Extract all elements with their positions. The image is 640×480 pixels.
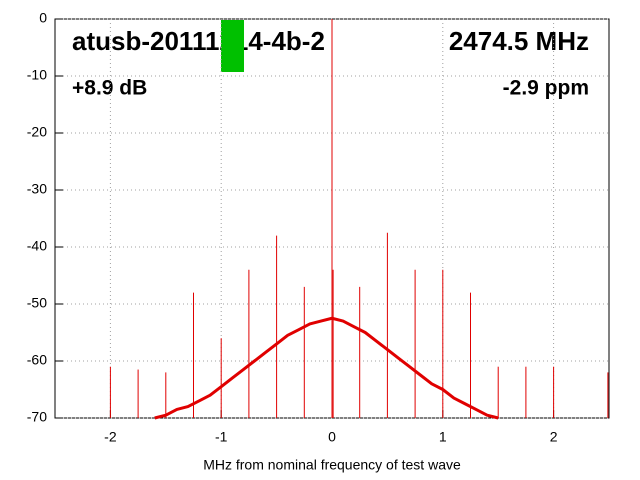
y-tick-label: -70	[27, 409, 47, 425]
marker-box	[221, 20, 244, 72]
y-tick-label: -50	[27, 295, 47, 311]
y-tick-label: 0	[39, 10, 47, 26]
gain-label: +8.9 dB	[72, 77, 147, 100]
x-tick-label: 1	[439, 429, 447, 445]
y-tick-label: -30	[27, 181, 47, 197]
ppm-label: -2.9 ppm	[503, 77, 589, 100]
y-tick-label: -40	[27, 238, 47, 254]
frequency-label: 2474.5 MHz	[449, 26, 589, 56]
x-tick-label: -1	[215, 429, 228, 445]
y-tick-label: -10	[27, 67, 47, 83]
y-tick-label: -20	[27, 124, 47, 140]
y-tick-label: -60	[27, 352, 47, 368]
x-tick-label: -2	[104, 429, 117, 445]
x-axis-label: MHz from nominal frequency of test wave	[203, 457, 461, 473]
chart-title: atusb-20111214-4b-2	[72, 26, 325, 56]
x-tick-label: 0	[328, 429, 336, 445]
spectrum-line	[154, 316, 499, 420]
x-tick-label: 2	[550, 429, 558, 445]
